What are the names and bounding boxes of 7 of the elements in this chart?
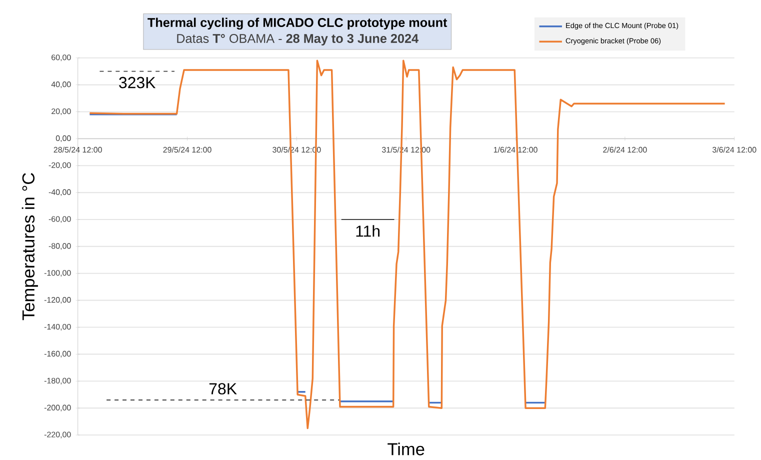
series-label: 11h (356, 225, 380, 237)
series-label: 323K (119, 76, 156, 88)
x-axis-title: Time (388, 442, 424, 456)
series-label: 78K (209, 383, 237, 394)
chart-title: Thermal cycling of MICADO CLC prototype mount (148, 18, 448, 30)
y-axis-title: Temperatures in °C (22, 173, 38, 320)
chart-subtitle: Datas T° OBAMA - 28 May to 3 June 2024 (177, 34, 418, 46)
